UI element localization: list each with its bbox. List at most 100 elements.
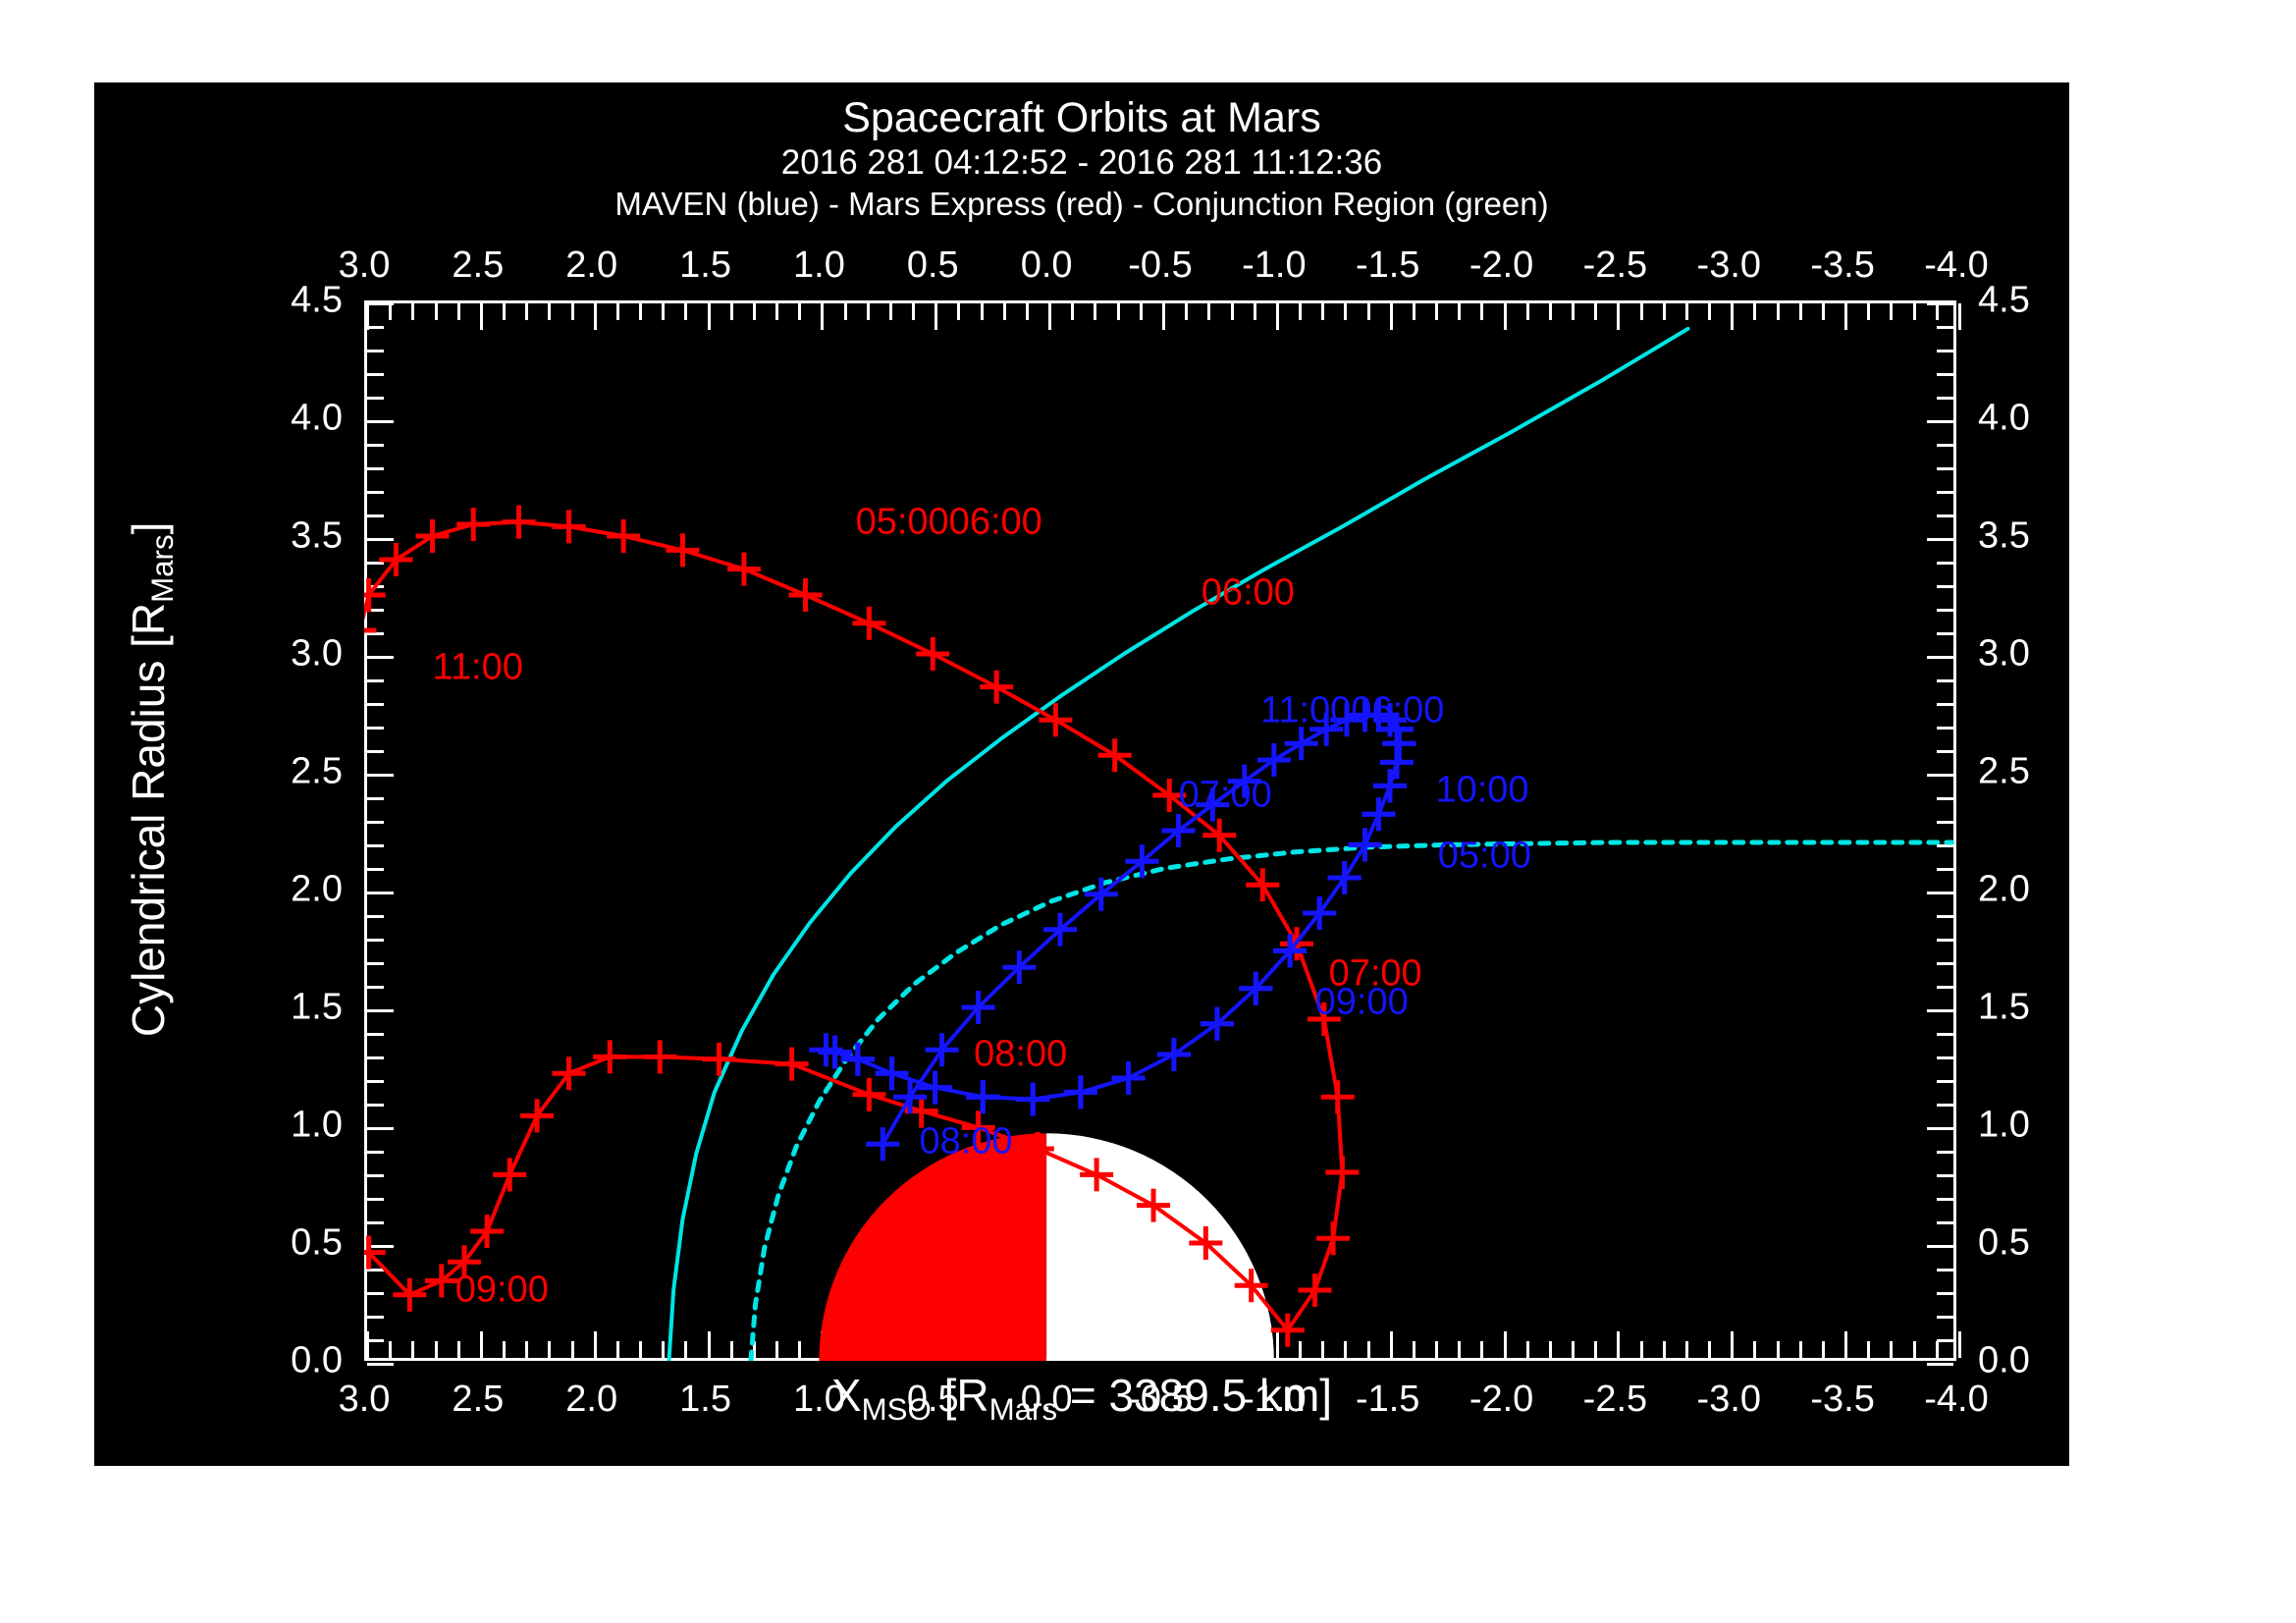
x-axis-tick-label-top: 1.0	[793, 244, 845, 286]
axis-tick	[1937, 797, 1953, 800]
axis-tick	[1139, 303, 1143, 320]
orbit-tick-marker	[916, 637, 950, 671]
axis-tick	[570, 303, 574, 320]
axis-tick	[456, 303, 460, 320]
orbit-tick-marker	[1234, 1269, 1268, 1303]
orbit-tick-marker	[502, 505, 536, 539]
orbit-tick-marker	[1111, 1061, 1146, 1095]
orbit-tick-marker	[379, 543, 413, 576]
orbit-tick-marker	[1097, 738, 1132, 773]
orbit-tick-marker	[1189, 1226, 1223, 1260]
orbit-tick-marker	[866, 1127, 900, 1162]
axis-tick	[707, 1331, 711, 1358]
x-axis-label: XMSO [RMars = 3389.5 km]	[94, 1369, 2069, 1428]
x-axis-tick-label-bottom: -0.5	[1128, 1379, 1193, 1420]
axis-tick	[1867, 303, 1871, 320]
orbit-time-label: 09:00	[1314, 981, 1409, 1023]
axis-tick	[1844, 1331, 1848, 1358]
orbit-tick-marker	[1309, 712, 1344, 746]
axis-tick	[1937, 868, 1953, 871]
axis-tick	[798, 1341, 802, 1358]
orbit-time-label: 10:00	[1435, 769, 1529, 811]
mars-dayside-hemisphere	[820, 1133, 1047, 1361]
axis-tick	[1230, 303, 1234, 320]
axis-tick	[1927, 420, 1953, 423]
y-axis-tick-label-right: 1.0	[1978, 1104, 2030, 1146]
axis-tick	[1912, 1341, 1916, 1358]
axis-tick	[367, 491, 384, 494]
axis-tick	[1798, 1341, 1802, 1358]
x-axis-tick-label-bottom: -4.0	[1924, 1379, 1989, 1420]
y-axis-label-suffix: ]	[123, 521, 175, 535]
axis-tick	[367, 774, 394, 777]
orbit-time-label: 08:00	[919, 1120, 1013, 1163]
orbit-tick-marker	[966, 1080, 1000, 1114]
axis-tick	[1321, 303, 1325, 320]
y-axis-tick-label-right: 2.0	[1978, 868, 2030, 910]
axis-tick	[1548, 303, 1552, 320]
orbit-tick-marker	[1125, 844, 1159, 879]
axis-tick	[367, 420, 394, 423]
axis-tick	[1937, 444, 1953, 447]
x-axis-tick-label-top: 3.0	[338, 244, 391, 286]
orbit-tick-marker	[666, 533, 700, 568]
axis-tick	[525, 303, 529, 320]
axis-tick	[1708, 1341, 1712, 1358]
axis-tick	[1525, 303, 1529, 320]
axis-tick	[1207, 303, 1211, 320]
orbit-tick-marker	[1362, 797, 1396, 832]
series-line-mars-express	[364, 519, 1345, 1332]
orbit-tick-marker	[456, 508, 491, 541]
x-axis-label-mid: [R	[931, 1370, 989, 1421]
axis-tick	[367, 750, 384, 753]
axis-tick	[1094, 303, 1097, 320]
axis-tick	[1927, 774, 1953, 777]
orbit-tick-marker	[1307, 1002, 1341, 1036]
plot-canvas: Spacecraft Orbits at Mars 2016 281 04:12…	[94, 82, 2069, 1466]
orbit-tick-marker	[1320, 1080, 1355, 1114]
plot-area: 07:00 11:0006:00 10:00 05:00 09:00 08:00 09:00…	[364, 300, 1956, 1361]
orbit-tick-marker	[607, 519, 641, 553]
axis-tick	[843, 303, 847, 320]
axis-tick	[367, 632, 384, 635]
x-axis-tick-label-bottom: -1.5	[1355, 1379, 1420, 1420]
axis-tick	[1185, 303, 1189, 320]
axis-tick	[1458, 303, 1462, 320]
axis-tick	[821, 303, 825, 330]
axis-tick	[980, 303, 984, 320]
axis-tick	[503, 303, 507, 320]
axis-tick	[1937, 750, 1953, 753]
orbit-time-label: 11:00	[432, 646, 523, 688]
orbit-tick-marker	[643, 1040, 677, 1074]
orbit-tick-marker	[470, 1215, 505, 1248]
series-line-conjunction-region-bow-shock	[667, 326, 1690, 1361]
axis-tick	[729, 303, 733, 320]
axis-tick	[367, 892, 394, 894]
date-range-subtitle: 2016 281 04:12:52 - 2016 281 11:12:36	[780, 143, 1383, 182]
axis-tick	[366, 1331, 369, 1358]
orbit-tick-marker	[788, 578, 823, 612]
x-axis-tick-label-bottom: -3.5	[1810, 1379, 1875, 1420]
orbit-tick-marker	[1373, 769, 1408, 803]
axis-tick	[1480, 1341, 1484, 1358]
axis-tick	[957, 303, 961, 320]
orbit-tick-marker	[552, 510, 586, 544]
axis-tick	[1937, 373, 1953, 376]
orbit-tick-marker	[1152, 779, 1187, 812]
axis-tick	[367, 727, 384, 730]
axis-tick	[367, 1198, 384, 1201]
axis-tick	[1048, 303, 1052, 330]
x-axis-label-suffix: = 3389.5 km]	[1057, 1370, 1333, 1421]
orbit-time-label: 05:0006:00	[855, 501, 1042, 543]
x-axis-tick-label-bottom: -2.5	[1582, 1379, 1648, 1420]
axis-tick	[367, 986, 384, 989]
axis-tick	[367, 1245, 394, 1248]
x-axis-tick-label-bottom: 0.5	[906, 1379, 959, 1420]
axis-tick	[1025, 303, 1029, 320]
orbit-plot-svg	[364, 326, 1954, 1361]
axis-tick	[389, 303, 393, 320]
axis-tick	[1937, 1316, 1953, 1319]
y-axis-tick-label-left: 3.0	[291, 632, 343, 675]
y-axis-tick-label-right: 2.5	[1978, 750, 2030, 792]
